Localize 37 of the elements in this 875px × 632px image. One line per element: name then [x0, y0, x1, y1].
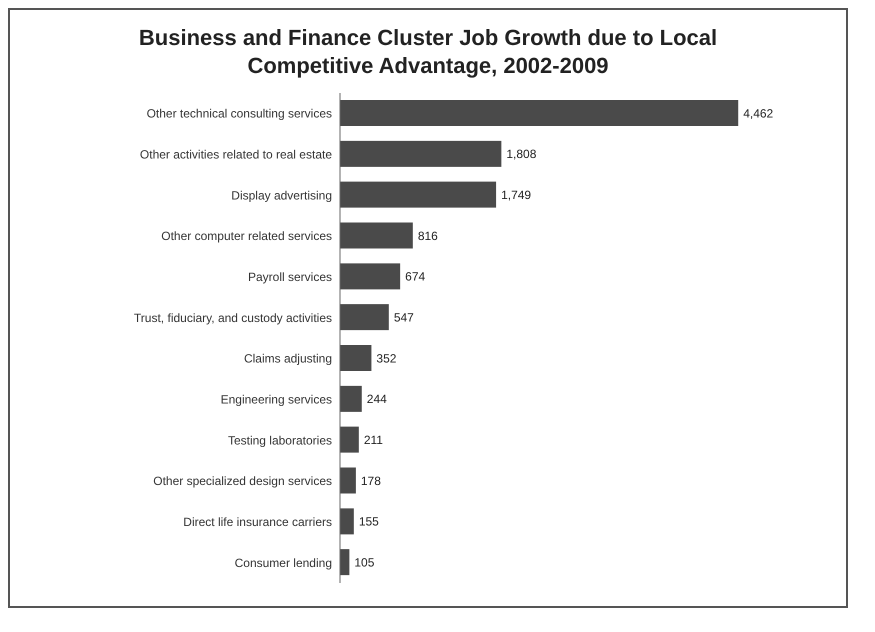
data-label: 178: [360, 474, 382, 488]
data-label: 1,808: [506, 147, 537, 162]
y-tick-label: Display advertising: [231, 188, 332, 202]
y-tick-label: Claims adjusting: [244, 352, 332, 366]
bar: [340, 182, 496, 208]
bar: [340, 426, 359, 453]
data-label: 155: [358, 514, 380, 529]
y-tick-label: Other specialized design services: [153, 474, 332, 488]
bar: [340, 100, 738, 126]
bar: [340, 345, 372, 371]
y-tick-label: Trust, fiduciary, and custody activities: [134, 310, 332, 325]
data-label: 211: [364, 432, 384, 447]
y-tick-label: Payroll services: [248, 270, 332, 284]
bar: [340, 549, 350, 576]
y-tick-label: Engineering services: [220, 392, 332, 407]
bar: [340, 304, 389, 330]
data-label: 1,749: [501, 188, 532, 202]
y-tick-label: Direct life insurance carriers: [183, 515, 332, 530]
data-label: 4,462: [743, 106, 774, 120]
bar: [340, 263, 400, 290]
bar: [340, 140, 502, 167]
data-label: 105: [354, 555, 375, 570]
data-label: 352: [376, 351, 397, 366]
data-label: 244: [366, 392, 388, 406]
y-tick-label: Other technical consulting services: [146, 106, 332, 121]
bar: [340, 386, 362, 412]
y-tick-label: Consumer lending: [234, 556, 332, 570]
data-label: 547: [394, 310, 414, 324]
y-tick-label: Other activities related to real estate: [140, 148, 332, 162]
chart-title: Business and Finance Cluster Job Growth due to Local Competitive Advantage, 2002-2009: [138, 24, 718, 80]
y-tick-label: Testing laboratories: [228, 433, 332, 448]
y-tick-label: Other computer related services: [161, 229, 332, 244]
bar: [340, 508, 354, 534]
bar: [340, 468, 356, 494]
data-label: 674: [405, 270, 426, 284]
bar: [340, 222, 413, 248]
data-label: 816: [418, 228, 438, 243]
